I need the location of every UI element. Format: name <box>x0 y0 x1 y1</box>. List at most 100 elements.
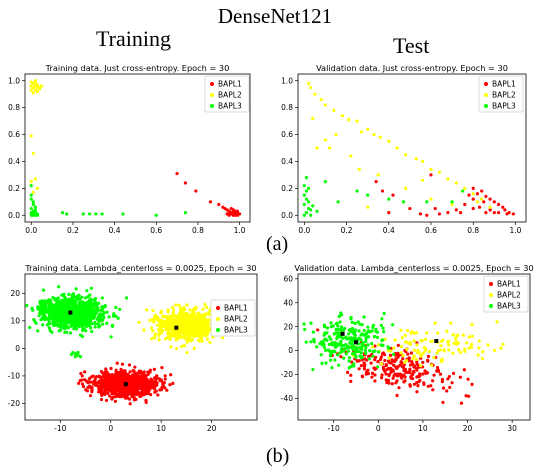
data-point-bapl3 <box>69 300 74 304</box>
x-tick-label: 10 <box>418 424 428 433</box>
data-point-bapl2 <box>445 329 449 333</box>
x-tick-label: 10 <box>156 424 166 433</box>
data-point-bapl2 <box>405 328 410 333</box>
data-point-bapl1 <box>132 379 136 383</box>
data-point-bapl3 <box>31 200 35 204</box>
data-point-bapl1 <box>113 385 118 389</box>
data-point-bapl1 <box>105 378 109 382</box>
data-point-bapl3 <box>312 340 316 344</box>
data-point-bapl2 <box>205 312 209 316</box>
data-point-bapl1 <box>140 376 145 380</box>
data-point-bapl1 <box>175 171 179 176</box>
data-point-bapl2 <box>499 346 503 350</box>
data-point-bapl3 <box>376 365 380 369</box>
data-point-bapl1 <box>146 372 150 376</box>
data-point-bapl3 <box>41 323 45 327</box>
x-tick-label: 20 <box>463 424 473 433</box>
data-point-bapl2 <box>178 325 183 329</box>
legend-marker-bapl1 <box>484 82 488 86</box>
data-point-bapl1 <box>412 382 416 386</box>
data-point-bapl1 <box>447 374 451 379</box>
data-point-bapl1 <box>90 390 94 394</box>
data-point-bapl1 <box>410 360 414 364</box>
data-point-bapl3 <box>337 314 341 319</box>
data-point-bapl3 <box>103 304 107 308</box>
data-point-bapl1 <box>505 212 509 216</box>
data-point-bapl2 <box>185 315 189 320</box>
legend-marker-bapl1 <box>216 306 220 310</box>
data-point-bapl3 <box>311 367 315 372</box>
data-point-bapl1 <box>119 390 123 394</box>
data-point-bapl2 <box>193 307 197 312</box>
data-point-bapl1 <box>416 383 420 388</box>
data-point-bapl3 <box>341 336 345 340</box>
data-point-bapl1 <box>382 353 387 357</box>
data-point-bapl3 <box>328 349 332 353</box>
figure-title: DenseNet121 <box>217 4 333 28</box>
data-point-bapl3 <box>320 340 324 344</box>
data-point-bapl1 <box>425 213 429 217</box>
data-point-bapl1 <box>402 368 406 373</box>
data-point-bapl1 <box>127 363 132 367</box>
data-point-bapl2 <box>156 319 160 323</box>
data-point-bapl3 <box>359 351 363 355</box>
data-point-bapl3 <box>100 212 104 216</box>
data-point-bapl2 <box>486 343 490 347</box>
data-point-bapl2 <box>150 337 154 341</box>
data-point-bapl3 <box>357 329 361 333</box>
data-point-bapl2 <box>446 339 451 343</box>
data-point-bapl3 <box>309 213 313 217</box>
data-point-bapl2 <box>205 305 209 309</box>
data-point-bapl3 <box>71 292 76 296</box>
data-point-bapl3 <box>58 319 62 324</box>
data-point-bapl3 <box>90 311 95 315</box>
data-point-bapl1 <box>119 383 123 387</box>
data-point-bapl3 <box>111 314 116 318</box>
data-point-bapl1 <box>383 358 387 363</box>
data-point-bapl1 <box>488 208 492 212</box>
data-point-bapl2 <box>475 200 480 204</box>
data-point-bapl3 <box>31 213 35 217</box>
data-point-bapl2 <box>315 146 319 150</box>
scatter-chart-b-training: Training data. Lambda_centerloss = 0.002… <box>8 263 258 433</box>
data-point-bapl1 <box>388 353 393 357</box>
data-point-bapl3 <box>76 350 80 355</box>
data-point-bapl1 <box>464 394 468 398</box>
data-point-bapl2 <box>168 318 173 322</box>
data-point-bapl1 <box>106 386 110 390</box>
legend-label: BAPL3 <box>492 102 516 111</box>
data-point-bapl3 <box>379 323 384 328</box>
data-point-bapl1 <box>119 367 123 371</box>
data-point-bapl3 <box>381 338 385 342</box>
data-point-bapl2 <box>323 103 328 107</box>
data-point-bapl1 <box>357 367 361 371</box>
data-point-bapl2 <box>165 318 169 322</box>
data-point-bapl2 <box>200 317 204 322</box>
data-point-bapl2 <box>174 303 178 307</box>
data-point-bapl3 <box>322 325 327 329</box>
data-point-bapl3 <box>79 312 83 317</box>
x-tick-label: 0.4 <box>109 226 121 235</box>
data-point-bapl2 <box>187 331 191 336</box>
data-point-bapl2 <box>357 167 361 172</box>
data-point-bapl3 <box>77 301 82 305</box>
data-point-bapl3 <box>47 304 52 308</box>
data-point-bapl3 <box>76 353 80 357</box>
data-point-bapl3 <box>360 355 364 359</box>
data-point-bapl3 <box>107 315 111 319</box>
data-point-bapl2 <box>415 343 419 347</box>
data-point-bapl2 <box>404 153 408 157</box>
data-point-bapl2 <box>412 354 416 358</box>
data-point-bapl1 <box>400 361 404 365</box>
data-point-bapl2 <box>419 354 423 358</box>
data-point-bapl1 <box>435 366 440 370</box>
data-point-bapl2 <box>182 333 186 337</box>
data-point-bapl1 <box>79 371 83 376</box>
data-point-bapl3 <box>96 308 100 313</box>
data-point-bapl2 <box>178 311 182 316</box>
data-point-bapl3 <box>56 314 60 318</box>
data-point-bapl2 <box>488 205 492 209</box>
data-point-bapl3 <box>60 210 65 215</box>
data-point-bapl3 <box>66 308 70 312</box>
data-point-bapl1 <box>113 376 118 380</box>
